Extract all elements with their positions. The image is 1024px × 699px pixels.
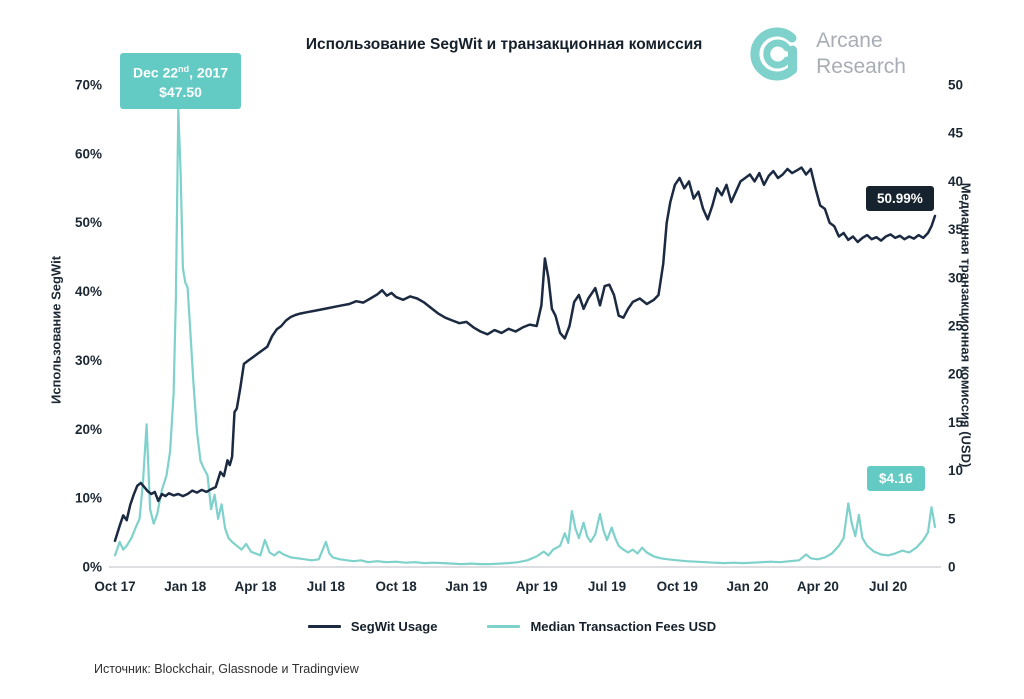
right-tick-label: 40 [948,174,963,189]
left-tick-label: 60% [75,146,102,161]
x-tick-label: Oct 18 [376,579,418,594]
left-tick-label: 50% [75,215,102,230]
right-tick-label: 10 [948,463,963,478]
x-tick-label: Jan 18 [164,579,207,594]
x-tick-label: Jul 20 [869,579,907,594]
legend-label-fees: Median Transaction Fees USD [530,619,717,634]
x-tick-label: Jan 20 [727,579,769,594]
x-tick-label: Apr 20 [797,579,839,594]
right-tick-label: 0 [948,560,956,575]
right-tick-label: 20 [948,367,963,382]
logo-text: Arcane Research [816,28,906,80]
right-tick-label: 5 [948,511,956,526]
right-tick-label: 30 [948,270,963,285]
x-tick-label: Oct 19 [657,579,698,594]
legend-item-fees: Median Transaction Fees USD [487,619,716,634]
x-tick-label: Jul 18 [307,579,346,594]
arcane-research-logo: Arcane Research [748,26,906,82]
left-tick-label: 40% [75,284,102,299]
x-tick-label: Jan 19 [445,579,487,594]
annotation-fee-peak-value: $47.50 [159,83,202,100]
annotation-segwit-latest: 50.99% [866,186,934,211]
arcane-logo-icon [750,27,798,81]
left-tick-label: 20% [75,422,102,437]
right-tick-label: 15 [948,415,964,430]
segwit-usage-line [113,166,937,543]
median-fees-line [113,107,937,566]
annotation-fee-peak-date: Dec 22nd, 2017 [133,64,229,81]
right-tick-label: 25 [948,319,964,334]
legend-swatch-segwit [307,625,341,628]
logo-text-line2: Research [816,55,906,78]
legend-swatch-fees [487,625,521,628]
annotation-fee-peak: Dec 22nd, 2017 $47.50 [120,53,242,109]
annotation-fee-latest: $4.16 [867,466,925,491]
left-tick-label: 0% [82,560,102,575]
source-credit: Источник: Blockchair, Glassnode и Tradin… [94,662,359,676]
x-tick-label: Oct 17 [94,579,135,594]
page-title: Использование SegWit и транзакционная ко… [305,36,703,53]
x-tick-label: Jul 19 [588,579,626,594]
legend-label-segwit: SegWit Usage [350,619,438,634]
right-tick-label: 35 [948,222,964,237]
left-tick-label: 30% [75,353,102,368]
chart-legend: SegWit Usage Median Transaction Fees USD [0,619,1024,634]
left-tick-label: 10% [75,491,102,506]
x-tick-label: Apr 18 [235,579,278,594]
left-tick-label: 70% [75,78,102,93]
logo-text-line1: Arcane [816,29,883,52]
right-tick-label: 50 [948,78,963,93]
x-tick-label: Apr 19 [516,579,558,594]
legend-item-segwit: SegWit Usage [307,619,438,634]
right-tick-label: 45 [948,126,964,141]
